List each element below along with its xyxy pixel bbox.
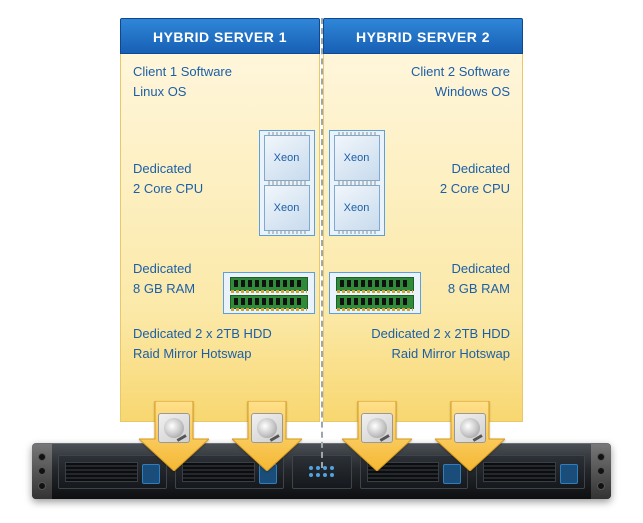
hdd-disk-icon xyxy=(454,413,486,443)
server-1-ram-line2: 8 GB RAM xyxy=(133,281,195,297)
hdd-arrow-icon xyxy=(342,401,412,471)
hdd-disk-icon xyxy=(251,413,283,443)
ram-stick-icon xyxy=(336,277,414,291)
server-1-cpu-line2: 2 Core CPU xyxy=(133,181,203,197)
server-2-ram-pair xyxy=(329,272,421,314)
ram-group xyxy=(223,272,421,314)
hdd-arrow-icon xyxy=(435,401,505,471)
server-2-hdd-line2: Raid Mirror Hotswap xyxy=(336,346,510,362)
ram-stick-icon xyxy=(230,277,308,291)
ram-stick-icon xyxy=(336,295,414,309)
server-2-cpu-line1: Dedicated xyxy=(440,161,510,177)
cpu-chip-icon: Xeon xyxy=(264,135,310,181)
server-1-hdd-arrows xyxy=(121,401,319,471)
server-1-ram-line1: Dedicated xyxy=(133,261,195,277)
center-divider xyxy=(321,18,323,468)
server-1-cpu-pair: Xeon Xeon xyxy=(259,130,315,236)
hdd-arrow-icon xyxy=(232,401,302,471)
hdd-disk-icon xyxy=(158,413,190,443)
server-2-hdd-arrows xyxy=(324,401,522,471)
server-1-header: HYBRID SERVER 1 xyxy=(120,18,320,54)
server-2-software-line1: Client 2 Software xyxy=(336,64,510,80)
hdd-arrow-icon xyxy=(139,401,209,471)
server-2-hdd-line1: Dedicated 2 x 2TB HDD xyxy=(336,326,510,342)
server-2-body: Client 2 Software Windows OS Dedicated 2… xyxy=(323,54,523,422)
server-2-cpu-pair: Xeon Xeon xyxy=(329,130,385,236)
server-1-software-line1: Client 1 Software xyxy=(133,64,307,80)
server-1-cpu-line1: Dedicated xyxy=(133,161,203,177)
server-2-cpu-line2: 2 Core CPU xyxy=(440,181,510,197)
server-2-header: HYBRID SERVER 2 xyxy=(323,18,523,54)
server-1-body: Client 1 Software Linux OS Dedicated 2 C… xyxy=(120,54,320,422)
server-2-ram-line1: Dedicated xyxy=(448,261,510,277)
server-1-hdd-line2: Raid Mirror Hotswap xyxy=(133,346,307,362)
server-1-ram-pair xyxy=(223,272,315,314)
server-1-hdd-line1: Dedicated 2 x 2TB HDD xyxy=(133,326,307,342)
ram-stick-icon xyxy=(230,295,308,309)
cpu-group: Xeon Xeon Xeon Xeon xyxy=(259,130,385,236)
cpu-chip-icon: Xeon xyxy=(334,185,380,231)
cpu-chip-icon: Xeon xyxy=(334,135,380,181)
hdd-disk-icon xyxy=(361,413,393,443)
rack-ear-right-icon xyxy=(591,450,611,493)
server-2-software-line2: Windows OS xyxy=(336,84,510,100)
cpu-chip-icon: Xeon xyxy=(264,185,310,231)
server-1-software-line2: Linux OS xyxy=(133,84,307,100)
server-2-ram-line2: 8 GB RAM xyxy=(448,281,510,297)
rack-ear-left-icon xyxy=(32,450,52,493)
